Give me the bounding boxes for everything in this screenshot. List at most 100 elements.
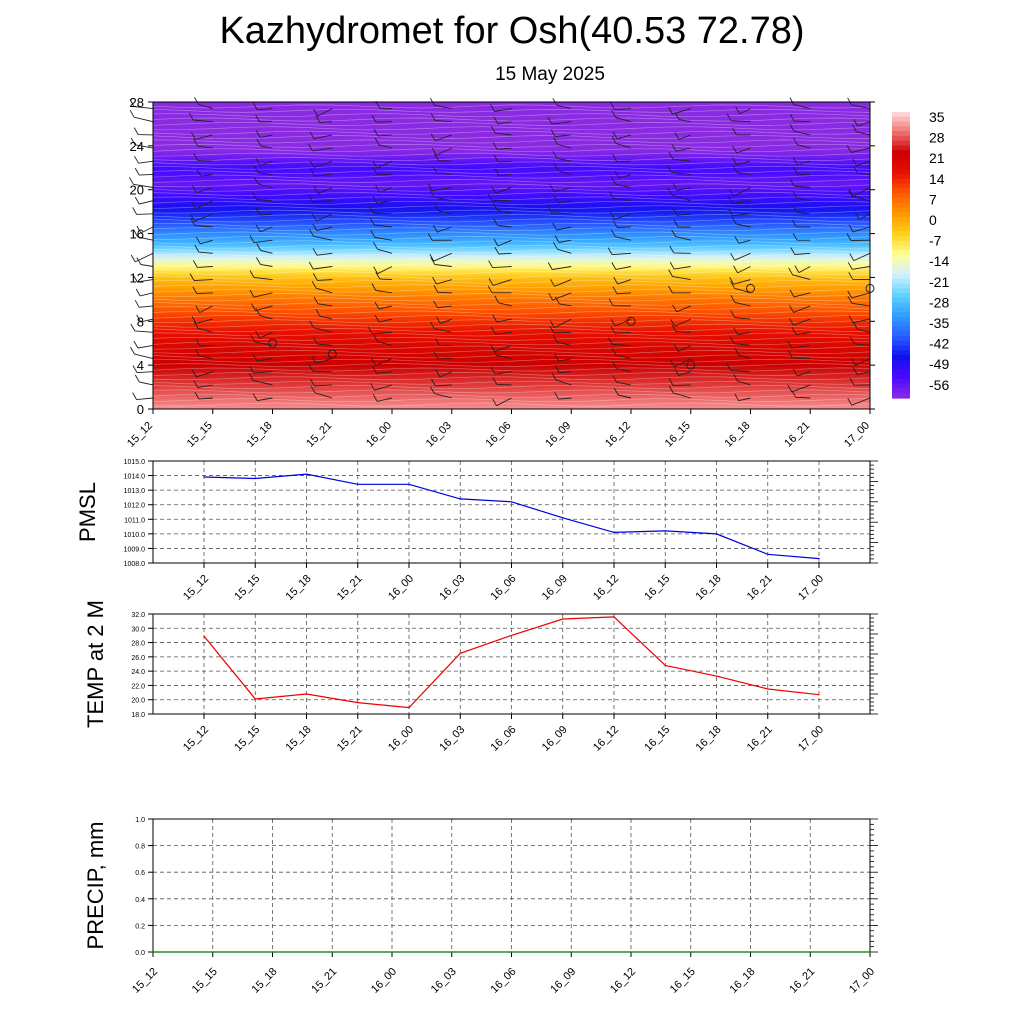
wind-barb (192, 286, 213, 295)
wind-barb (610, 102, 632, 110)
wind-barb (792, 205, 811, 215)
wind-barb (790, 179, 811, 188)
colorbar-segment (892, 116, 910, 123)
temp-xtick-label: 16_00 (386, 724, 416, 754)
wind-barb (789, 113, 811, 123)
temp-point (408, 706, 410, 709)
wind-barb (312, 213, 333, 222)
isotherm-line (152, 328, 871, 332)
precip-point (212, 951, 214, 953)
wind-barb (132, 207, 154, 215)
wind-barb (850, 358, 871, 366)
wind-barb (252, 102, 273, 111)
precip-xtick-label: 16_12 (608, 966, 638, 996)
pmsl-xtick-label: 15_18 (284, 573, 314, 603)
isotherm-line (152, 385, 871, 390)
pmsl-xtick-label: 16_09 (540, 573, 570, 603)
colorbar-segment (892, 164, 910, 170)
wind-barb (430, 133, 452, 142)
pmsl-point (613, 531, 615, 534)
wind-barb (251, 303, 273, 312)
pmsl-point (203, 476, 205, 478)
isotherm-line (152, 148, 870, 153)
wind-barb (730, 310, 751, 320)
wind-barb (494, 246, 512, 255)
colorbar-segment (892, 250, 910, 256)
colorbar-label: -21 (929, 274, 949, 290)
temp-xtick-label: 16_03 (437, 724, 467, 754)
wind-barb (491, 326, 512, 335)
wind-barb (730, 295, 751, 307)
wind-barb (308, 143, 333, 152)
precip-xtick-label: 16_09 (548, 966, 578, 996)
pmsl-point (664, 530, 666, 532)
wind-barb (670, 358, 692, 368)
colorbar-label: -56 (929, 377, 949, 393)
wind-barb (668, 106, 691, 115)
wind-barb (133, 229, 154, 241)
wind-barb (191, 316, 213, 324)
isotherm-line (152, 244, 871, 249)
colorbar-segment (892, 183, 910, 189)
wind-barb (252, 353, 273, 362)
colorbar-label: 21 (929, 150, 945, 166)
isotherm-line (152, 152, 871, 157)
wind-barb (135, 288, 154, 297)
wind-barb (731, 216, 751, 228)
wind-barb (846, 233, 871, 241)
colorbar-segment (892, 197, 910, 204)
wind-barb (732, 145, 751, 154)
wind-barb (668, 385, 691, 399)
colorbar-segment (892, 212, 910, 218)
wind-barb (611, 347, 632, 360)
wind-barb (372, 394, 393, 402)
wind-barb (130, 346, 154, 360)
colorbar-segment (892, 331, 910, 337)
isotherm-line (152, 376, 871, 381)
isotherm-line (152, 209, 871, 214)
temp-ytick-label: 30.0 (131, 626, 145, 633)
wind-barb (487, 192, 512, 202)
wind-barb (612, 361, 632, 373)
isotherm-line (152, 183, 871, 188)
precip-ytick-label: 0.4 (135, 897, 145, 904)
pmsl-point (254, 477, 256, 480)
wind-barb (374, 137, 393, 149)
wind-barb (554, 353, 572, 362)
colorbar-segment (892, 221, 910, 227)
heatmap-xtick-label: 15_15 (185, 420, 215, 450)
pmsl-frame (152, 460, 871, 564)
isotherm-line (152, 262, 871, 267)
wind-barb (309, 131, 333, 140)
pmsl-ytick-label: 1014.0 (124, 474, 146, 481)
wind-barb (371, 283, 393, 294)
isotherm-line (152, 284, 871, 289)
precip-point (690, 951, 692, 953)
wind-barb (312, 223, 333, 232)
temp-point (510, 634, 513, 637)
isotherm-line (152, 227, 871, 232)
wind-barb (434, 203, 452, 215)
colorbar-segment (892, 145, 910, 151)
wind-barb (787, 384, 811, 393)
isotherm-line (152, 398, 871, 403)
colorbar-segment (892, 374, 910, 380)
precip-xtick-label: 16_00 (369, 966, 399, 996)
colorbar-label: -42 (929, 336, 949, 352)
wind-barb (547, 116, 572, 125)
precip-xtick-label: 15_12 (130, 966, 160, 996)
wind-barb (552, 334, 572, 346)
wind-barb (671, 324, 691, 333)
precip-point (809, 951, 811, 953)
wind-barb (313, 336, 333, 346)
precip-ytick-label: 1.0 (135, 817, 145, 824)
precip-point (749, 951, 752, 953)
temp-xtick-label: 16_21 (745, 724, 775, 754)
colorbar-label: 14 (929, 171, 945, 187)
colorbar-label: -14 (929, 253, 949, 269)
wind-barb (255, 308, 273, 320)
colorbar-label: 0 (929, 212, 937, 228)
wind-barb (493, 154, 512, 163)
wind-barb (494, 295, 512, 307)
